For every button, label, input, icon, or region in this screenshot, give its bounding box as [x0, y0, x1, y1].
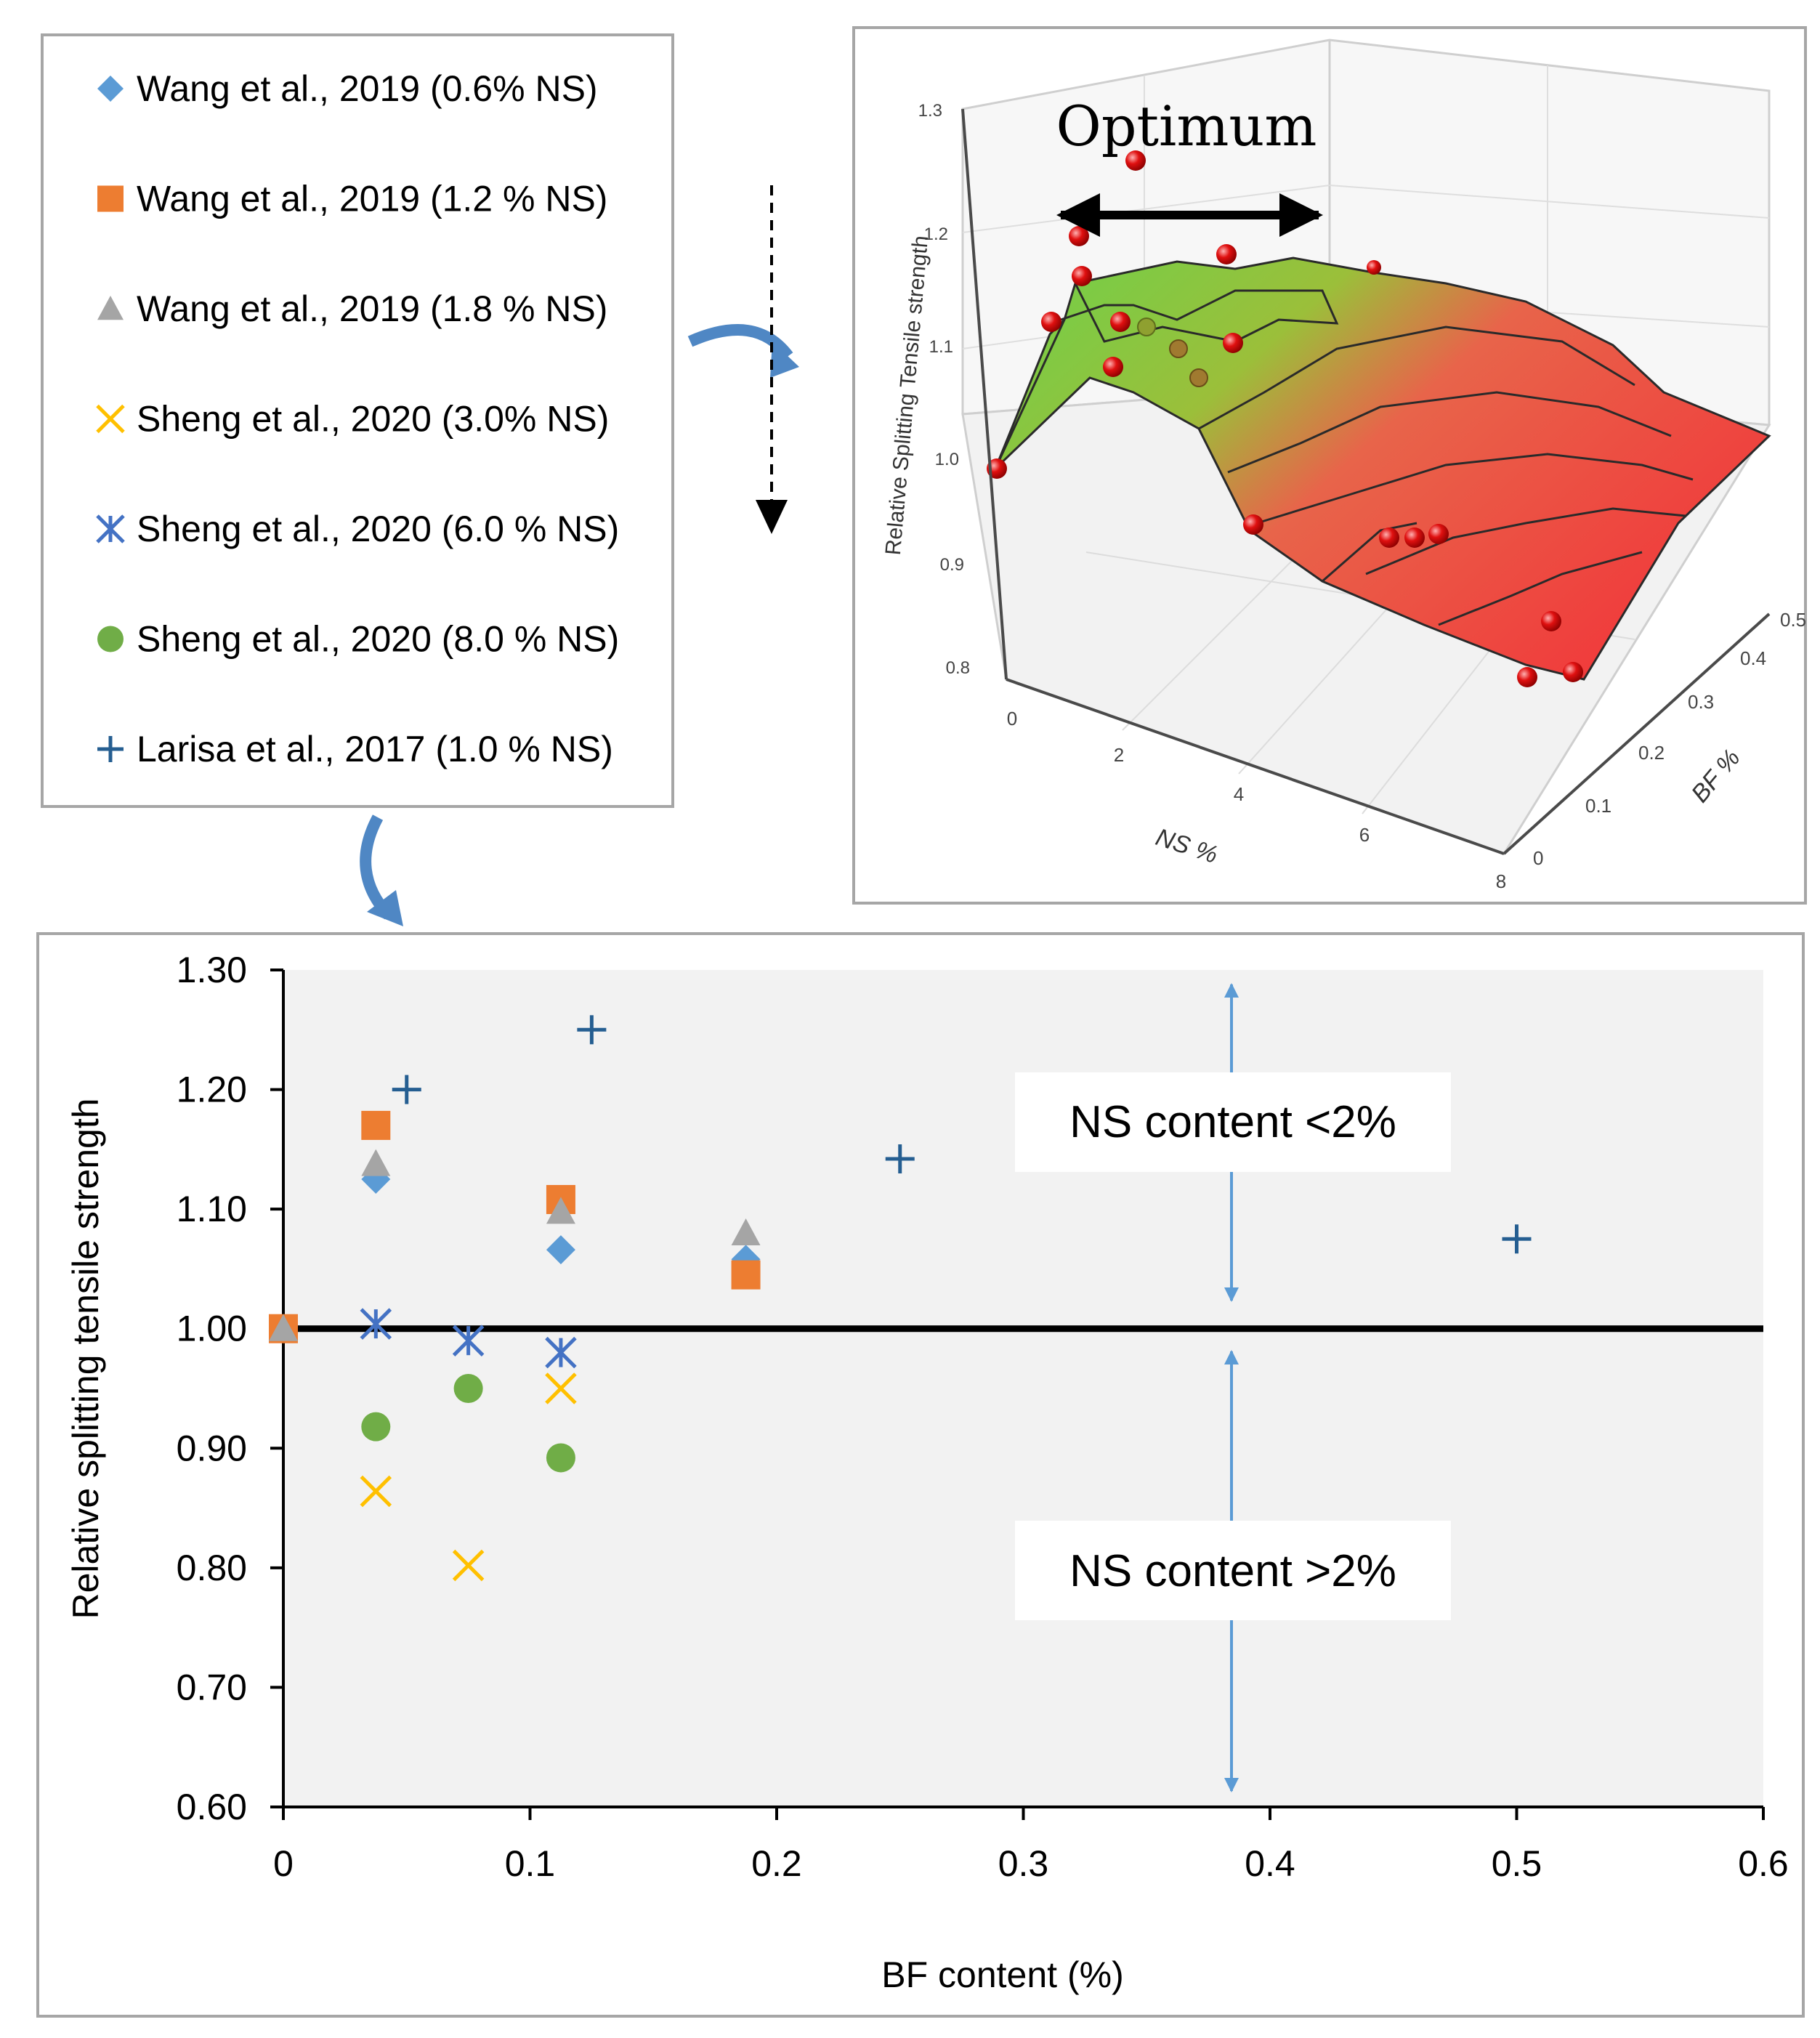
data-point-triangle — [546, 1197, 575, 1224]
x-tick-label: 0.5 — [1492, 1843, 1542, 1884]
lower-annotation-box — [1015, 1521, 1451, 1620]
y-tick-label: 1.20 — [177, 1069, 247, 1110]
surface-y-tick: 0.3 — [1688, 691, 1714, 713]
x-marker-icon — [96, 404, 125, 434]
surface-points — [987, 150, 1583, 687]
surface-z-tick: 1.0 — [935, 450, 959, 469]
arrow-to-surface-head — [770, 341, 799, 378]
plus-marker-icon — [97, 736, 124, 762]
dashed-down-arrow-head — [756, 500, 788, 534]
legend-label: Sheng et al., 2020 (8.0 % NS) — [137, 619, 619, 660]
surface-z-tick: 1.2 — [924, 225, 948, 244]
circle-marker-icon — [97, 626, 124, 652]
y-tick-label: 0.60 — [177, 1787, 247, 1827]
x-tick-label: 0.2 — [751, 1843, 802, 1884]
legend-item: Wang et al., 2019 (0.6% NS) — [97, 68, 598, 109]
y-tick-label: 0.80 — [177, 1548, 247, 1588]
surface-z-tick: 1.3 — [918, 101, 942, 121]
surface-x-tick: 4 — [1234, 783, 1244, 805]
legend-label: Wang et al., 2019 (1.8 % NS) — [137, 288, 607, 329]
data-point-x — [452, 1549, 485, 1582]
x-tick-label: 0.6 — [1738, 1843, 1789, 1884]
diamond-marker-icon — [97, 76, 124, 102]
x-tick-label: 0.4 — [1245, 1843, 1295, 1884]
data-point-plus — [885, 1144, 915, 1174]
surface-y-tick: 0 — [1533, 847, 1543, 869]
triangle-marker-icon — [97, 296, 124, 320]
data-point-plus — [577, 1015, 607, 1045]
square-marker-icon — [97, 185, 124, 212]
response-surface — [994, 256, 1771, 681]
z-axis — [961, 108, 1008, 680]
data-point-asterisk — [452, 1325, 485, 1356]
data-point-circle — [453, 1374, 483, 1403]
legend: Wang et al., 2019 (0.6% NS) Wang et al., … — [41, 33, 674, 808]
y-tick-label: 0.70 — [177, 1667, 247, 1707]
ns-axis — [1006, 678, 1505, 855]
legend-item: Sheng et al., 2020 (6.0 % NS) — [96, 509, 619, 549]
x-axis-title: BF content (%) — [881, 1954, 1123, 1995]
legend-label: Sheng et al., 2020 (3.0% NS) — [137, 399, 609, 440]
legend-item: Larisa et al., 2017 (1.0 % NS) — [97, 729, 613, 769]
data-point-circle — [546, 1443, 575, 1473]
surface-z-tick: 0.8 — [946, 658, 970, 678]
data-point-circle — [361, 1412, 391, 1441]
surface-y-tick: 0.1 — [1585, 795, 1611, 817]
surface-x-tick: 6 — [1359, 824, 1370, 846]
surface-contours — [994, 283, 1694, 626]
x-tick-label: 0.1 — [505, 1843, 556, 1884]
surface-x-tick: 2 — [1114, 744, 1124, 766]
data-point-square — [361, 1110, 391, 1140]
y-tick-label: 0.90 — [177, 1428, 247, 1468]
arrow-to-surface — [687, 324, 793, 360]
y-axis-title: Relative splitting tensile strength — [65, 1098, 106, 1619]
upper-annotation: NS content <2% — [1069, 1097, 1396, 1147]
data-point-x — [545, 1372, 577, 1404]
legend-item: Sheng et al., 2020 (3.0% NS) — [96, 399, 609, 440]
legend-label: Wang et al., 2019 (0.6% NS) — [137, 68, 598, 109]
data-point-triangle — [731, 1218, 761, 1246]
x-tick-label: 0.3 — [998, 1843, 1049, 1884]
data-point-square — [731, 1260, 761, 1290]
surface-z-tick: 1.1 — [929, 337, 953, 357]
bf-axis — [1502, 612, 1771, 855]
legend-item: Sheng et al., 2020 (8.0 % NS) — [97, 619, 619, 660]
data-point-plus — [1502, 1224, 1532, 1254]
y-tick-label: 1.30 — [177, 950, 247, 990]
surface-x-tick: 8 — [1496, 870, 1506, 892]
scatter-panel: 0.60 0.70 0.80 0.90 1.00 1.10 1.20 1.30 0 0.1 0.2 0… — [36, 932, 1805, 2018]
arrow-to-scatter-head — [367, 890, 403, 926]
data-point-diamond — [546, 1235, 575, 1265]
data-point-plus — [392, 1075, 421, 1104]
surface-panel: 0.80.91.01.11.21.30246800.10.20.30.40.5N… — [852, 26, 1807, 905]
legend-label: Sheng et al., 2020 (6.0 % NS) — [137, 509, 619, 549]
data-point-triangle — [361, 1149, 391, 1176]
optimum-label: Optimum — [1056, 94, 1317, 158]
surface-z-tick: 0.9 — [940, 555, 964, 575]
asterisk-marker-icon — [96, 514, 125, 543]
y-tick-label: 1.00 — [177, 1309, 247, 1349]
surface-x-tick: 0 — [1007, 708, 1017, 729]
data-point-x — [360, 1475, 392, 1508]
legend-label: Wang et al., 2019 (1.2 % NS) — [137, 179, 607, 219]
data-point-asterisk — [360, 1308, 392, 1340]
surface-y-tick: 0.4 — [1740, 647, 1766, 669]
legend-item: Wang et al., 2019 (1.8 % NS) — [97, 288, 607, 329]
data-point-asterisk — [545, 1336, 577, 1369]
data-point-triangle — [269, 1314, 298, 1341]
legend-label: Larisa et al., 2017 (1.0 % NS) — [137, 729, 613, 769]
legend-item: Wang et al., 2019 (1.2 % NS) — [97, 179, 607, 219]
y-tick-label: 1.10 — [177, 1189, 247, 1229]
legend-frame — [41, 33, 674, 808]
surface-y-tick: 0.2 — [1638, 742, 1665, 764]
upper-annotation-box — [1015, 1072, 1451, 1172]
lower-annotation: NS content >2% — [1069, 1546, 1396, 1596]
surface-y-tick: 0.5 — [1780, 609, 1806, 631]
x-tick-label: 0 — [273, 1843, 294, 1884]
